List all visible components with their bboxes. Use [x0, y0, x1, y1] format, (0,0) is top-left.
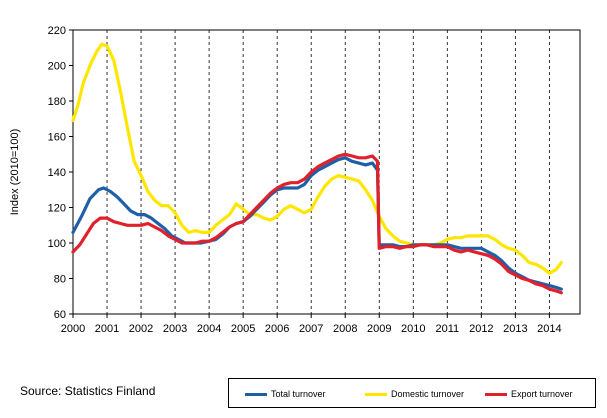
x-tick-label: 2004	[197, 323, 221, 335]
y-tick-label: 160	[48, 132, 66, 144]
legend-item-export: Export turnover	[485, 387, 573, 401]
legend-label-export: Export turnover	[511, 389, 573, 399]
legend-swatch-total	[245, 392, 267, 396]
legend-item-domestic: Domestic turnover	[365, 387, 464, 401]
source-note: Source: Statistics Finland	[20, 384, 156, 398]
series-line-domestic	[71, 42, 563, 275]
series-line-export	[71, 152, 563, 295]
y-tick-label: 80	[54, 274, 66, 286]
x-tick-label: 2012	[469, 323, 493, 335]
y-tick-label: 200	[48, 61, 66, 73]
plot-frame	[72, 29, 581, 315]
grid-lines	[106, 30, 550, 314]
legend-swatch-export	[485, 392, 507, 396]
series-line-total	[71, 156, 563, 291]
x-tick-label: 2000	[61, 323, 85, 335]
x-tick-label: 2010	[401, 323, 425, 335]
legend-swatch-domestic	[365, 392, 387, 396]
x-tick-label: 2005	[231, 323, 255, 335]
y-tick-label: 140	[48, 167, 66, 179]
axis-ticks: 2000 2001 2002 2003 2004 2005 2006 2007 2008 2009…	[48, 25, 562, 335]
x-tick-label: 2007	[299, 323, 323, 335]
y-tick-label: 220	[48, 25, 66, 37]
legend: Total turnover Domestic turnover Export …	[228, 378, 596, 408]
x-tick-label: 2011	[435, 323, 459, 335]
x-tick-label: 2013	[503, 323, 527, 335]
legend-item-total: Total turnover	[245, 387, 326, 401]
y-tick-label: 60	[54, 309, 66, 321]
series-lines	[71, 42, 563, 295]
y-tick-label: 180	[48, 96, 66, 108]
x-tick-label: 2001	[95, 323, 119, 335]
x-tick-label: 2008	[333, 323, 357, 335]
legend-label-total: Total turnover	[271, 389, 326, 399]
legend-label-domestic: Domestic turnover	[391, 389, 465, 399]
x-tick-label: 2003	[163, 323, 187, 335]
x-tick-label: 2009	[367, 323, 391, 335]
x-tick-label: 2014	[537, 323, 561, 335]
y-tick-label: 120	[48, 203, 66, 215]
y-axis-title: Index (2010=100)	[9, 129, 21, 216]
y-tick-label: 100	[48, 238, 66, 250]
x-tick-label: 2002	[129, 323, 153, 335]
x-tick-label: 2006	[265, 323, 289, 335]
